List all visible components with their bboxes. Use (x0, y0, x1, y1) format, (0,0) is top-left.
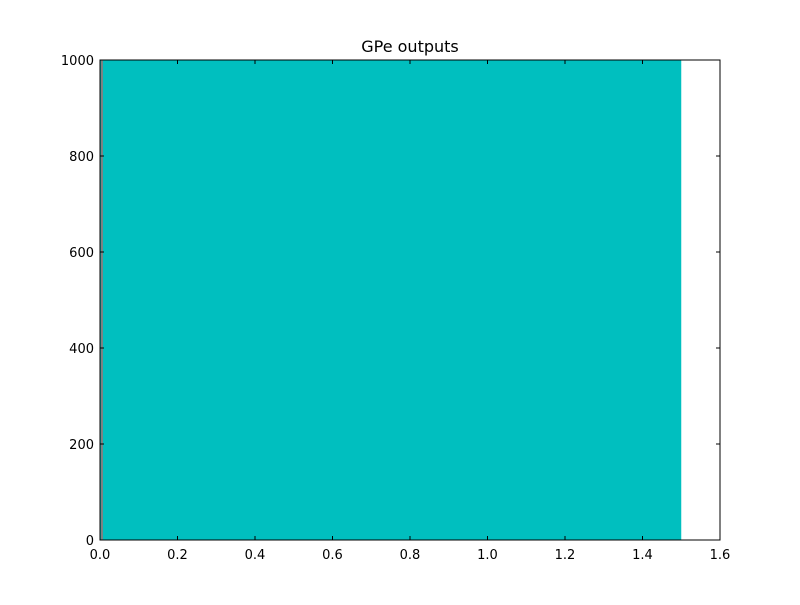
chart-title: GPe outputs (361, 37, 459, 56)
x-tick-label: 0.8 (400, 548, 421, 563)
y-tick-label: 200 (69, 438, 94, 453)
x-tick-label: 0.4 (245, 548, 266, 563)
x-tick-label: 1.0 (477, 548, 498, 563)
y-tick-label: 600 (69, 246, 94, 261)
x-tick-label: 1.6 (710, 548, 731, 563)
x-tick-label: 0.6 (322, 548, 343, 563)
axes: 0.0 0.2 0.4 0.6 0.8 1.0 1.2 1.4 1.6 0 200 400 600 800… (61, 54, 730, 563)
y-tick-label: 400 (69, 342, 94, 357)
x-tick-label: 0.2 (167, 548, 188, 563)
plot-area (100, 60, 682, 540)
x-tick-label: 0.0 (90, 548, 111, 563)
y-tick-label: 800 (69, 150, 94, 165)
x-tick-label: 1.2 (555, 548, 576, 563)
y-tick-label: 0 (86, 534, 94, 549)
x-tick-label: 1.4 (632, 548, 653, 563)
y-tick-label: 1000 (61, 54, 94, 69)
area-series-0 (100, 60, 682, 540)
